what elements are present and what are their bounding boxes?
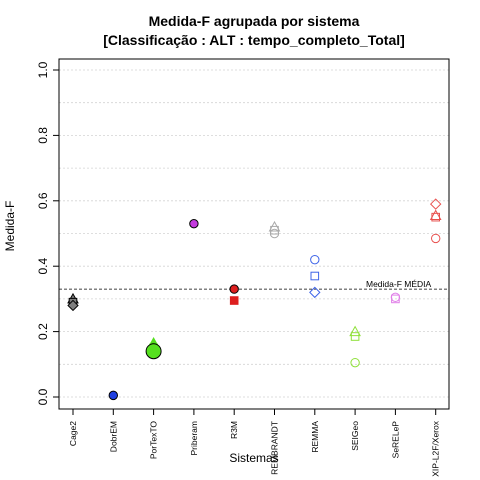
point-priberam-circle	[189, 218, 199, 229]
y-tick-label: 0.8	[36, 127, 50, 144]
y-axis-label: Medida-F	[3, 201, 17, 252]
axis-layer: 0.0 0.2 0.4 0.6 0.8 1.0 Cage2 DobrEM PorTexTO Pri…	[36, 58, 450, 477]
y-tick-label: 1.0	[36, 61, 50, 78]
x-tick-label: SeRELeP	[390, 421, 400, 459]
y-tick-label: 0.4	[36, 258, 50, 275]
point-portexto-circle	[145, 343, 162, 360]
y-tick-label: 0.6	[36, 192, 50, 209]
y-tick-label: 0.0	[36, 388, 50, 405]
plot-frame	[58, 58, 450, 410]
point-xip-l2f-xerox-diamond	[429, 198, 442, 210]
point-remma-diamond	[309, 286, 321, 299]
x-tick-label: R3M	[229, 421, 239, 439]
point-dobrem-circle	[108, 390, 119, 401]
point-seigeo-circle	[350, 357, 360, 368]
chart-title-line2: [Classificação : ALT : tempo_completo_To…	[103, 32, 405, 48]
x-tick-label: DobrEM	[108, 421, 118, 452]
point-seigeo-triangle	[349, 325, 361, 337]
grid-layer	[59, 69, 449, 398]
x-axis-label: Sistemas	[229, 451, 278, 465]
x-tick-label: SEIGeo	[350, 421, 360, 451]
point-rembrandt-circle	[269, 228, 280, 239]
x-tick-label: Priberam	[189, 421, 199, 455]
x-tick-label: REMBRANDT	[270, 421, 280, 475]
x-tick-label: REMMA	[310, 421, 320, 453]
point-xip-l2f-xerox-triangle	[429, 209, 442, 221]
chart-title-line1: Medida-F agrupada por sistema	[149, 13, 360, 29]
point-xip-l2f-xerox-square	[431, 212, 440, 222]
x-tick-label: PorTexTO	[149, 421, 159, 459]
point-seigeo-square	[350, 332, 360, 341]
point-xip-l2f-xerox-circle	[431, 233, 441, 244]
point-serelep-square	[391, 294, 400, 304]
point-remma-square	[310, 271, 320, 281]
x-tick-label: Cage2	[68, 421, 78, 446]
y-tick-label: 0.2	[36, 323, 50, 340]
points-layer	[67, 198, 442, 401]
point-serelep-circle	[390, 292, 401, 302]
reference-line-label: Medida-F MÉDIA	[366, 279, 432, 289]
point-rembrandt-square	[270, 225, 279, 235]
reference-line-layer: Medida-F MÉDIA	[59, 279, 449, 290]
point-remma-circle	[310, 254, 320, 265]
point-cage2-diamond	[67, 299, 79, 312]
point-r3m-circle	[229, 284, 239, 294]
x-tick-label: XIP-L2F/Xerox	[431, 420, 441, 476]
point-r3m-square	[229, 296, 239, 305]
